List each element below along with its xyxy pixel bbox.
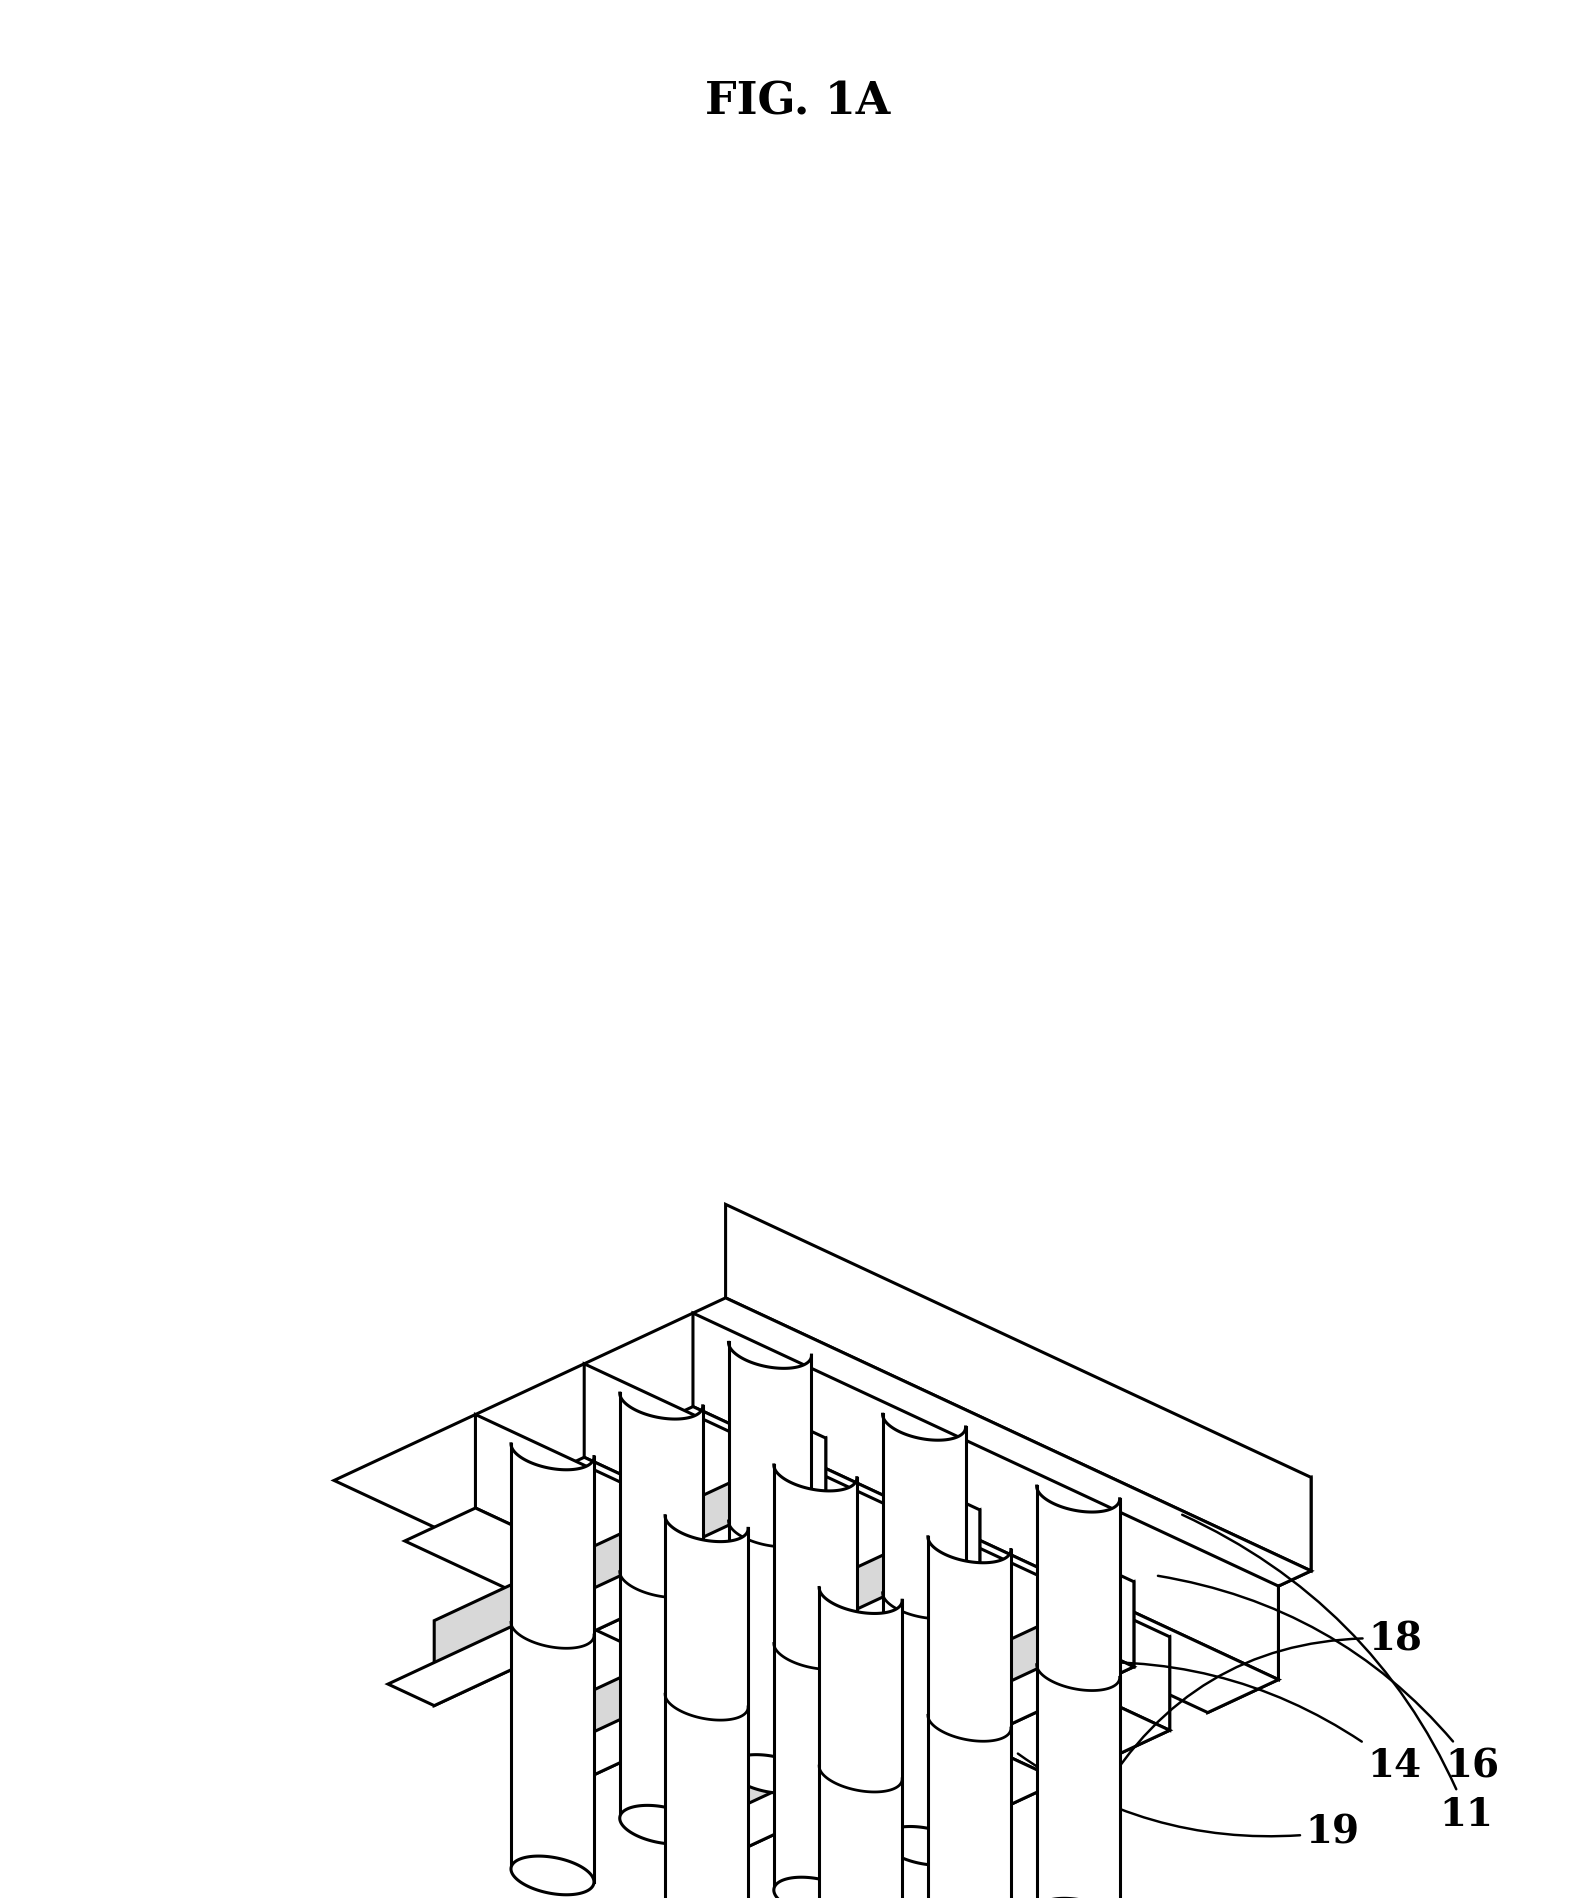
Polygon shape bbox=[510, 1444, 593, 1894]
Polygon shape bbox=[475, 1414, 1061, 1780]
Polygon shape bbox=[1088, 1560, 1134, 1666]
Polygon shape bbox=[434, 1439, 826, 1706]
Polygon shape bbox=[990, 1687, 1061, 1814]
Polygon shape bbox=[729, 1756, 812, 1794]
Polygon shape bbox=[1099, 1636, 1169, 1763]
Polygon shape bbox=[774, 1877, 857, 1898]
Polygon shape bbox=[933, 1488, 979, 1594]
Polygon shape bbox=[622, 1406, 1279, 1712]
Polygon shape bbox=[920, 1479, 1311, 1754]
Polygon shape bbox=[620, 1805, 703, 1845]
Polygon shape bbox=[333, 1298, 1311, 1754]
Polygon shape bbox=[742, 1581, 1134, 1849]
Polygon shape bbox=[774, 1465, 857, 1898]
Polygon shape bbox=[1037, 1486, 1120, 1898]
Text: 11: 11 bbox=[1182, 1515, 1493, 1833]
Text: 19: 19 bbox=[1018, 1754, 1359, 1851]
Text: FIG. 1A: FIG. 1A bbox=[705, 80, 890, 123]
Polygon shape bbox=[405, 1509, 1061, 1814]
Text: 14: 14 bbox=[1050, 1663, 1421, 1784]
Polygon shape bbox=[584, 1365, 1169, 1731]
Polygon shape bbox=[726, 1205, 1311, 1572]
Polygon shape bbox=[882, 1414, 965, 1866]
Polygon shape bbox=[882, 1826, 965, 1866]
Polygon shape bbox=[928, 1537, 1011, 1898]
Polygon shape bbox=[665, 1517, 748, 1898]
Polygon shape bbox=[820, 1587, 903, 1898]
Text: 18: 18 bbox=[1099, 1619, 1423, 1796]
Polygon shape bbox=[514, 1458, 1169, 1763]
Polygon shape bbox=[589, 1511, 979, 1778]
Polygon shape bbox=[620, 1393, 703, 1845]
Polygon shape bbox=[780, 1416, 826, 1524]
Polygon shape bbox=[695, 1646, 1134, 1849]
Text: 16: 16 bbox=[1158, 1575, 1499, 1784]
Polygon shape bbox=[729, 1342, 812, 1794]
Polygon shape bbox=[510, 1856, 593, 1894]
Polygon shape bbox=[1207, 1587, 1279, 1712]
Polygon shape bbox=[542, 1573, 979, 1778]
Polygon shape bbox=[692, 1313, 1279, 1680]
Polygon shape bbox=[388, 1501, 826, 1706]
